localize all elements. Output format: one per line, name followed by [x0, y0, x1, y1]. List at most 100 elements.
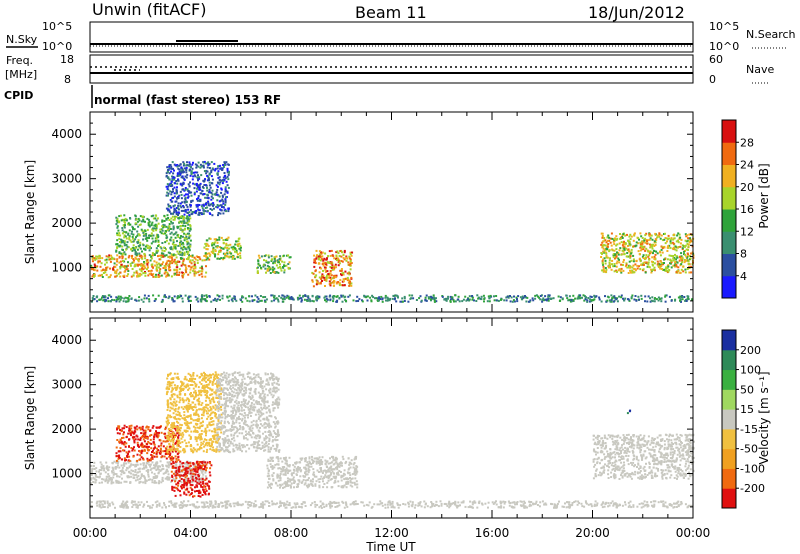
data-cell	[152, 275, 155, 278]
data-cell	[162, 255, 165, 258]
data-cell	[187, 228, 189, 231]
data-cell	[162, 445, 165, 448]
data-cell	[516, 300, 519, 303]
data-cell	[211, 182, 214, 185]
data-cell	[152, 240, 155, 243]
data-cell	[278, 295, 281, 298]
data-cell	[488, 297, 491, 300]
data-cell	[271, 266, 274, 269]
data-cell	[204, 479, 207, 481]
data-cell	[134, 298, 137, 301]
data-cell	[143, 294, 146, 297]
data-cell	[208, 295, 211, 298]
data-cell	[177, 173, 180, 176]
data-cell	[180, 247, 183, 250]
data-cell	[137, 299, 140, 302]
data-cell	[567, 299, 570, 302]
data-cell	[277, 298, 279, 301]
data-cell	[424, 296, 427, 299]
data-cell	[176, 385, 179, 387]
data-cell	[670, 237, 673, 240]
data-cell	[184, 233, 187, 236]
data-cell	[659, 254, 662, 257]
data-cell	[95, 255, 98, 258]
data-cell	[345, 300, 347, 302]
data-cell	[203, 246, 206, 249]
data-cell	[227, 178, 230, 181]
data-cell	[159, 447, 162, 450]
data-cell	[169, 198, 172, 201]
data-cell	[138, 224, 141, 226]
data-cell	[679, 299, 681, 302]
data-cell	[429, 295, 432, 298]
data-cell	[620, 271, 623, 274]
data-cell	[264, 264, 266, 267]
data-cell	[488, 300, 491, 303]
data-cell	[119, 447, 122, 450]
data-cell	[534, 297, 537, 300]
data-cell	[191, 475, 194, 478]
data-cell	[150, 257, 153, 260]
data-cell	[336, 281, 339, 284]
data-cell	[661, 251, 664, 254]
data-cell	[673, 258, 676, 261]
data-cell	[231, 248, 234, 251]
data-cell	[660, 262, 663, 265]
data-cell	[629, 255, 632, 258]
data-cell	[623, 243, 626, 246]
data-cell	[340, 294, 343, 297]
data-cell	[334, 276, 337, 279]
data-cell	[144, 480, 147, 483]
data-cell	[175, 476, 178, 478]
data-cell	[175, 450, 177, 453]
data-cell	[139, 426, 142, 429]
data-cell	[206, 426, 209, 429]
data-cell	[158, 480, 161, 483]
data-cell	[609, 257, 611, 260]
data-cell	[578, 296, 581, 299]
data-cell	[178, 268, 181, 271]
data-cell	[188, 168, 191, 171]
data-cell	[141, 267, 143, 270]
data-cell	[317, 255, 320, 258]
data-cell	[612, 240, 615, 243]
data-cell	[195, 184, 198, 187]
data-cell	[210, 195, 213, 198]
data-cell	[115, 452, 118, 455]
data-cell	[124, 235, 127, 238]
data-cell	[92, 465, 95, 468]
data-cell	[156, 263, 159, 266]
data-cell	[206, 484, 209, 487]
data-cell	[232, 256, 235, 258]
data-cell	[342, 273, 345, 276]
data-cell	[647, 265, 650, 268]
data-cell	[513, 295, 515, 298]
data-cell	[180, 295, 183, 297]
data-cell	[161, 476, 164, 479]
data-cell	[123, 226, 126, 229]
data-cell	[667, 234, 670, 237]
data-cell	[224, 201, 227, 204]
data-cell	[264, 254, 266, 257]
data-cell	[386, 299, 389, 302]
data-cell	[102, 272, 105, 274]
data-cell	[153, 224, 156, 227]
data-cell	[122, 252, 125, 255]
data-cell	[180, 240, 183, 243]
data-cell	[328, 250, 331, 253]
data-cell	[96, 300, 99, 303]
data-cell	[228, 247, 230, 250]
data-cell	[180, 215, 183, 218]
data-cell	[193, 274, 196, 277]
data-cell	[123, 214, 126, 217]
data-cell	[211, 189, 214, 192]
data-cell	[234, 250, 236, 253]
data-cell	[164, 241, 167, 244]
data-cell	[130, 469, 133, 472]
data-cell	[329, 276, 332, 279]
data-cell	[221, 294, 224, 297]
data-cell	[128, 229, 131, 232]
data-cell	[177, 425, 180, 428]
data-cell	[165, 275, 168, 278]
data-cell	[97, 274, 100, 277]
